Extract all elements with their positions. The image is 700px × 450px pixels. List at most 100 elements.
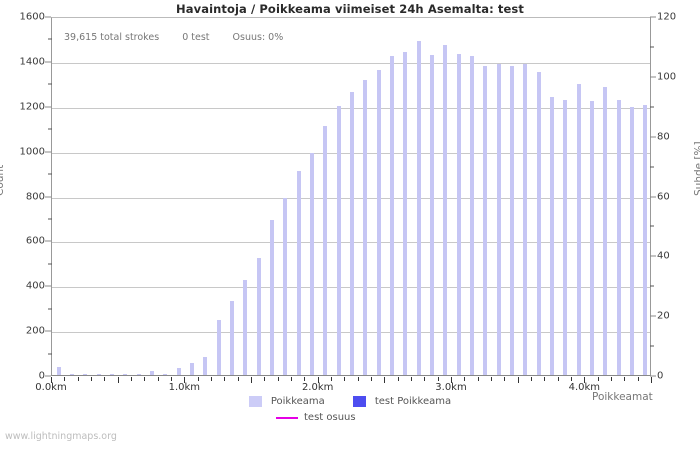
bar (243, 279, 248, 375)
y-tick-label-right: 80 (657, 131, 670, 143)
y-tick-label-left: 0 (38, 370, 45, 382)
x-tick (237, 377, 239, 381)
y-tick-label-right: 40 (657, 250, 670, 262)
x-tick-label: 4.0km (568, 382, 601, 393)
bar (150, 370, 154, 375)
x-tick (544, 377, 546, 381)
bar (430, 55, 434, 375)
x-tick (371, 377, 372, 381)
x-tick (331, 377, 332, 381)
x-tick (51, 377, 52, 383)
test-count-label: 0 test (182, 32, 210, 43)
x-tick (464, 377, 466, 381)
bar (110, 374, 114, 375)
bar (190, 362, 194, 375)
bar (403, 51, 408, 375)
y-tick-label-right: 20 (657, 310, 670, 322)
x-tick (344, 377, 346, 381)
x-tick (477, 377, 479, 381)
y-tick-label-right: 100 (657, 71, 677, 83)
x-tick (357, 377, 359, 381)
bar (83, 374, 88, 375)
bar (536, 72, 541, 375)
bar (550, 96, 554, 375)
y-tick-label-left: 600 (25, 235, 45, 247)
bar (616, 100, 621, 375)
plot-area: 39,615 total strokes 0 test Osuus: 0% (51, 17, 651, 376)
legend-color-swatch-icon (248, 396, 262, 407)
legend-label: test Poikkeama (374, 396, 452, 407)
bar (630, 106, 634, 375)
x-tick (384, 377, 386, 383)
bar (323, 125, 328, 375)
x-tick (397, 377, 399, 381)
bar-series (52, 18, 650, 375)
bar (270, 220, 274, 375)
bar (390, 56, 394, 375)
legend-item[interactable]: test Poikkeama (352, 396, 452, 407)
y-tick-label-right: 60 (657, 191, 670, 202)
gridline (52, 62, 650, 64)
x-tick (571, 377, 572, 381)
x-tick (157, 377, 159, 381)
x-tick (77, 377, 79, 381)
bar (643, 104, 648, 375)
bar (123, 374, 128, 375)
chart-legend: Poikkeama test Poikkeama test osuus (0, 396, 700, 436)
x-tick (251, 377, 252, 383)
bar (296, 170, 301, 375)
x-tick (531, 377, 532, 381)
x-tick (184, 377, 186, 383)
bar (376, 69, 381, 375)
y-tick-label-left: 800 (25, 191, 45, 202)
plot-annotations: 39,615 total strokes 0 test Osuus: 0% (64, 32, 303, 43)
x-tick (504, 377, 506, 381)
x-tick (651, 377, 652, 383)
bar (603, 86, 608, 375)
bar (523, 64, 528, 375)
bar (350, 92, 354, 375)
x-tick (144, 377, 146, 381)
x-tick (131, 377, 132, 381)
y-tick-label-left: 1000 (19, 146, 45, 158)
bar (216, 320, 221, 375)
bar (256, 258, 261, 375)
x-tick-label: 1.0km (168, 382, 201, 393)
legend-item[interactable]: Poikkeama (248, 396, 325, 407)
y-tick-label-right: 0 (657, 370, 664, 382)
x-tick (171, 377, 172, 381)
bar (70, 374, 74, 375)
bar (456, 54, 461, 375)
x-tick (584, 377, 586, 383)
x-tick (211, 377, 212, 381)
x-tick (597, 377, 599, 381)
x-axis-title: Poikkeamat (592, 391, 653, 403)
bar (163, 374, 168, 375)
x-tick (411, 377, 412, 381)
legend-item[interactable]: test osuus (276, 412, 356, 423)
bar (576, 84, 581, 375)
x-tick (64, 377, 66, 381)
bar (443, 45, 448, 375)
bar (336, 105, 341, 375)
bar (56, 367, 61, 375)
y-tick-label-left: 1200 (19, 101, 45, 113)
bar (310, 152, 314, 375)
bar (496, 64, 501, 375)
legend-row-primary: Poikkeama test Poikkeama (0, 396, 700, 407)
bar (483, 66, 488, 375)
bar (96, 374, 101, 375)
x-tick (277, 377, 279, 381)
x-tick (224, 377, 226, 381)
bar (590, 101, 594, 375)
x-tick (624, 377, 626, 381)
y-tick-label-left: 1400 (19, 56, 45, 68)
y-axis-right-title: Suhde [%] (693, 141, 700, 196)
bar (230, 300, 234, 375)
legend-label: test osuus (304, 412, 356, 423)
x-tick (197, 377, 199, 381)
x-tick (104, 377, 106, 381)
x-tick (437, 377, 439, 381)
legend-line-swatch-icon (276, 416, 298, 419)
